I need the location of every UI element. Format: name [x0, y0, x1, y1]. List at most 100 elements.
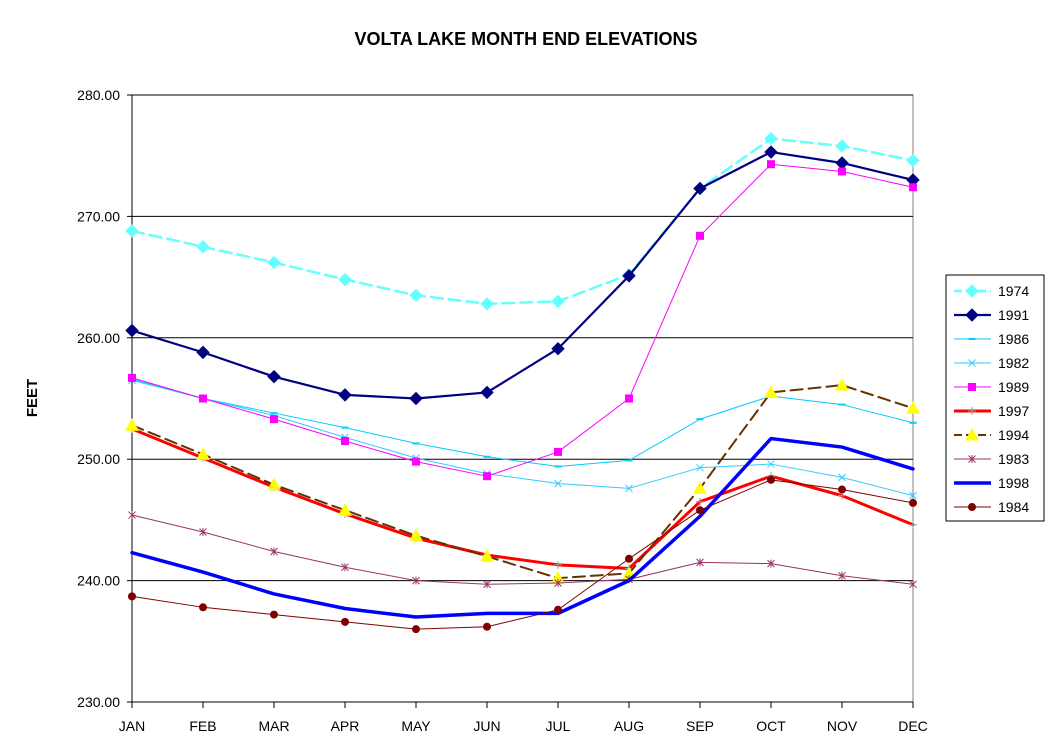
x-tick-label: APR [331, 718, 360, 734]
x-tick-label: MAR [258, 718, 289, 734]
data-point-1983-may [412, 576, 420, 585]
legend-item-1986: 1986 [954, 331, 1029, 347]
data-point-1989-feb [199, 394, 207, 403]
data-point-1989-mar [270, 415, 278, 424]
legend-label-1989: 1989 [998, 379, 1029, 395]
legend-item-1983: 1983 [954, 451, 1029, 467]
series-line-1998 [130, 436, 915, 619]
series-line-1984 [131, 479, 914, 630]
data-point-1984-sep [696, 506, 704, 515]
legend: 1974 1991 1986 1982 1989 1997 1994 1983 1998 1984 [945, 274, 1045, 522]
data-point-1991-jul [551, 342, 565, 356]
series-1989 [128, 160, 917, 481]
data-point-1974-jul [551, 294, 565, 309]
x-tick-label: OCT [756, 718, 786, 734]
y-tick-label: 250.00 [77, 451, 120, 467]
legend-marker-1994 [965, 427, 979, 441]
data-point-1974-oct [764, 131, 778, 146]
data-point-1989-dec [909, 183, 917, 192]
x-tick-label: DEC [898, 718, 928, 734]
legend-label-1997: 1997 [998, 403, 1029, 419]
plot-frame [131, 94, 914, 703]
data-point-1984-oct [767, 475, 775, 484]
legend-label-1974: 1974 [998, 283, 1029, 299]
data-point-1982-dec [909, 491, 917, 500]
legend-marker-1974 [965, 284, 979, 298]
data-point-1982-aug [625, 484, 633, 493]
legend-label-1998: 1998 [998, 475, 1029, 491]
data-point-1989-nov [838, 167, 846, 176]
data-point-1984-dec [909, 498, 917, 507]
data-point-1991-apr [338, 388, 352, 402]
data-point-1984-mar [270, 610, 278, 619]
legend-label-1983: 1983 [998, 451, 1029, 467]
y-tick-label: 240.00 [77, 573, 120, 589]
data-point-1982-sep [696, 463, 704, 472]
series-1994 [125, 378, 920, 584]
legend-item-1998: 1998 [954, 475, 1029, 491]
data-point-1983-apr [341, 563, 349, 572]
data-point-1983-mar [270, 547, 278, 556]
data-point-1994-jun [480, 549, 494, 562]
series-line-1983 [131, 514, 914, 585]
data-point-1982-oct [767, 460, 775, 468]
legend-item-1974: 1974 [954, 283, 1029, 299]
data-point-1989-oct [767, 160, 775, 169]
data-point-1983-jul [554, 579, 562, 588]
data-point-1982-jul [554, 479, 562, 488]
legend-item-1991: 1991 [954, 307, 1029, 323]
data-point-1989-jul [554, 447, 562, 456]
series-line-1986 [131, 378, 914, 467]
legend-label-1986: 1986 [998, 331, 1029, 347]
data-point-1994-sep [693, 481, 707, 494]
data-point-1989-jun [483, 472, 491, 481]
data-point-1974-jan [125, 224, 139, 238]
legend-marker-1984 [968, 503, 976, 511]
data-point-1997-jul [554, 560, 562, 569]
data-point-1983-nov [838, 571, 846, 580]
data-point-1983-dec [909, 580, 917, 589]
x-tick-label: AUG [614, 718, 644, 734]
series-1984 [128, 475, 917, 634]
data-point-1991-sep [693, 181, 707, 196]
legend-label-1991: 1991 [998, 307, 1029, 323]
data-point-1994-jan [125, 418, 139, 431]
x-tick-label: NOV [827, 718, 858, 734]
data-point-1994-mar [267, 477, 281, 491]
data-point-1974-feb [196, 240, 210, 254]
data-point-1974-apr [338, 272, 352, 287]
data-point-1991-mar [267, 369, 281, 384]
data-point-1983-jan [128, 511, 136, 520]
data-point-1997-dec [909, 520, 917, 529]
data-point-1984-jul [554, 605, 562, 614]
legend-marker-1982 [968, 359, 976, 367]
data-point-1984-jan [128, 592, 136, 601]
legend-item-1984: 1984 [954, 499, 1029, 515]
data-point-1991-oct [764, 145, 778, 159]
data-point-1984-feb [199, 603, 207, 612]
data-point-1974-jun [480, 297, 494, 311]
series-line-1991 [130, 150, 915, 400]
data-point-1974-mar [267, 255, 281, 270]
data-point-1974-may [409, 288, 423, 303]
data-point-1983-oct [767, 559, 775, 568]
series-line-1974 [130, 137, 915, 306]
chart-title: VOLTA LAKE MONTH END ELEVATIONS [355, 29, 698, 49]
data-point-1984-may [412, 625, 420, 634]
x-tick-label: JUL [546, 718, 571, 734]
legend-marker-1997 [968, 407, 976, 415]
y-tick-label: 270.00 [77, 208, 120, 224]
data-point-1983-feb [199, 528, 207, 537]
data-point-1989-aug [625, 394, 633, 403]
x-tick-label: JUN [473, 718, 500, 734]
series-line-1997 [130, 427, 915, 570]
data-point-1974-dec [906, 153, 920, 168]
plot-area: 230.00 240.00 250.00 260.00 270.00 280.00 JAN F… [77, 87, 928, 734]
data-point-1991-feb [196, 345, 210, 360]
legend-label-1982: 1982 [998, 355, 1029, 371]
data-point-1989-may [412, 457, 420, 466]
series-line-1982 [131, 379, 914, 497]
series-1991 [125, 145, 920, 406]
series-line-1994 [131, 384, 914, 580]
